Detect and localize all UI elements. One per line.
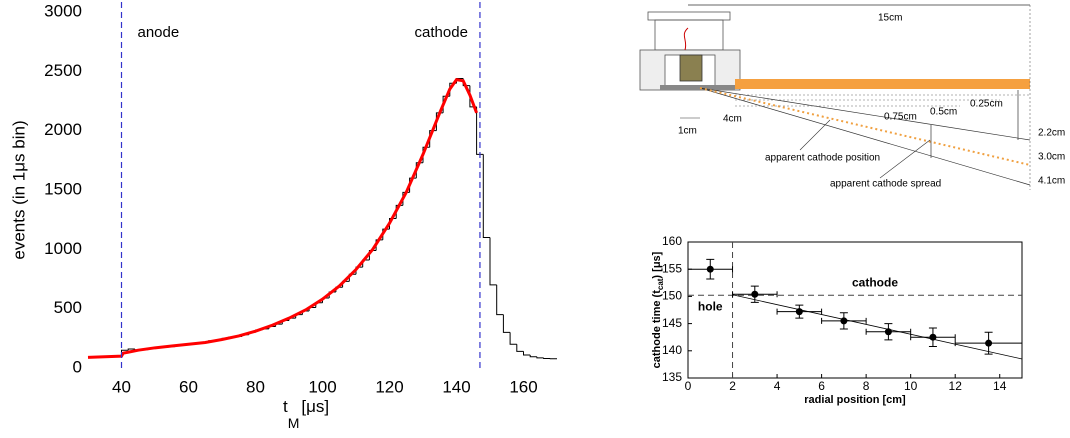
data-point (929, 333, 937, 341)
wire (683, 27, 689, 51)
histogram-step (496, 284, 504, 316)
line-annotation: hole (698, 299, 723, 313)
plate (660, 85, 735, 90)
x-tick-label: 100 (308, 377, 336, 396)
data-point (985, 339, 993, 347)
histogram-step (127, 348, 135, 351)
x-axis-label-symbol: t (283, 397, 288, 416)
x-tick-label: 14 (993, 379, 1007, 393)
x-tick-label: 8 (863, 379, 870, 393)
fit-curve (87, 77, 479, 359)
histogram-step (489, 237, 497, 286)
y-tick-label: 1000 (44, 239, 82, 258)
x-tick-label: 10 (904, 379, 918, 393)
line-annotation: cathode (415, 24, 468, 41)
orange-bar (735, 79, 1030, 89)
x-tick-label: 2 (729, 379, 736, 393)
histogram-step (516, 344, 524, 352)
y-tick-label: 2000 (44, 120, 82, 139)
y-tick-label: 3000 (44, 1, 82, 20)
dimension-label: 0.5cm (930, 107, 957, 118)
dimension-label: 15cm (878, 13, 902, 24)
histogram-step (368, 250, 377, 261)
dimension-label: 0.75cm (884, 112, 917, 123)
x-tick-label: 4 (774, 379, 781, 393)
y-tick-label: 160 (662, 234, 682, 248)
line-annotation: anode (138, 24, 180, 41)
histogram-step (536, 356, 544, 359)
y-axis-label: events (in 1μs bin) (9, 120, 28, 259)
histogram-step (476, 106, 484, 155)
histogram-step (523, 351, 531, 356)
data-point (751, 290, 759, 298)
histogram-step (543, 357, 551, 360)
y-axis-label: cathode time (tcat) [μs] (651, 251, 665, 368)
source (679, 54, 703, 82)
x-axis-label-subscript: M (288, 415, 300, 431)
y-tick-label: 135 (662, 370, 682, 384)
dimension-label: 3.0cm (1038, 152, 1065, 163)
y-tick-label: 0 (73, 357, 82, 376)
x-tick-label: 60 (179, 377, 198, 396)
ray (699, 87, 1031, 186)
data-point (706, 265, 714, 273)
y-axis-label-text: ) [μs] (651, 251, 663, 278)
histogram-step (355, 266, 363, 275)
device-part (647, 11, 731, 21)
pointer (879, 139, 931, 179)
x-axis-label: tM[μs] (283, 397, 329, 430)
y-tick-label: 1500 (44, 179, 82, 198)
histogram-step (509, 332, 517, 345)
x-tick-label: 6 (818, 379, 825, 393)
line-annotation: cathode (852, 275, 898, 289)
histogram-step (502, 314, 511, 333)
y-tick-label: 500 (54, 298, 82, 317)
y-tick-label: 2500 (44, 61, 82, 80)
dimension-label: 1cm (678, 126, 697, 137)
chart: 0 500 1000 1500 2000 2500 3000 40 60 80 100 120 140 1… (9, 1, 557, 431)
pointer (799, 119, 831, 151)
x-tick-label: 80 (246, 377, 265, 396)
device-part (654, 19, 724, 51)
data-point (840, 317, 848, 325)
y-axis-label-subscript: cat (656, 278, 665, 290)
chart: 135 140 145 150 155 160 0 2 4 6 8 10 12 14 radial posi… (651, 234, 1023, 406)
data-point (884, 328, 892, 336)
plot-frame (687, 241, 1023, 379)
histogram-step (482, 154, 490, 238)
dimension-label: 0.25cm (970, 99, 1003, 110)
x-axis-label: radial position [cm] (804, 394, 906, 406)
x-tick-label: 160 (509, 377, 537, 396)
x-tick-label: 120 (375, 377, 403, 396)
ray-dotted (699, 87, 1031, 166)
data-point (795, 308, 803, 316)
histogram-step (529, 354, 537, 358)
x-axis-label-unit: [μs] (301, 397, 329, 416)
y-tick-label: 145 (662, 316, 682, 330)
y-tick-label: 150 (662, 289, 682, 303)
diagram-annotation: apparent cathode spread (830, 179, 941, 190)
detector-diagram: 15cm 0.25cm 0.5cm 0.75cm 1cm 4cm 2.2cm 3… (639, 4, 1065, 190)
dimension-label: 4.1cm (1038, 176, 1065, 187)
x-tick-label: 40 (112, 377, 131, 396)
x-tick-label: 12 (949, 379, 963, 393)
ray (699, 87, 1031, 141)
diagram-annotation: apparent cathode position (765, 153, 880, 164)
fit-line (732, 294, 1023, 360)
dimension-label: 2.2cm (1038, 128, 1065, 139)
y-tick-label: 140 (662, 343, 682, 357)
x-tick-label: 140 (442, 377, 470, 396)
x-tick-label: 0 (685, 379, 692, 393)
dimension-label: 4cm (723, 114, 742, 125)
y-axis-label-text: cathode time (t (651, 290, 663, 369)
y-tick-label: 155 (662, 261, 682, 275)
